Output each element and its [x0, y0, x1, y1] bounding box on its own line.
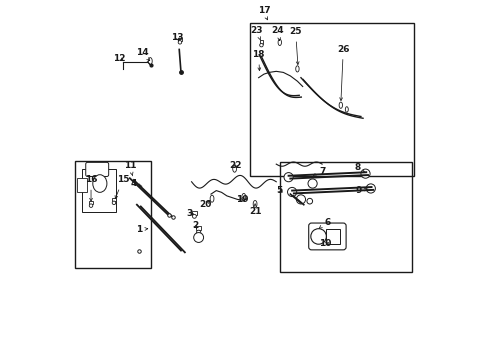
Text: 19: 19 [236, 195, 248, 204]
Circle shape [89, 204, 93, 207]
Text: 6: 6 [319, 218, 330, 228]
Bar [196, 226, 201, 230]
Ellipse shape [93, 175, 107, 192]
Text: 12: 12 [113, 54, 125, 63]
Bar [75, 161, 151, 268]
Ellipse shape [210, 195, 214, 202]
Text: 24: 24 [271, 26, 284, 41]
Circle shape [307, 179, 317, 188]
Text: 2: 2 [192, 221, 198, 230]
Bar [178, 37, 182, 41]
Circle shape [196, 230, 201, 234]
Text: 23: 23 [250, 26, 263, 40]
Circle shape [178, 41, 182, 44]
Text: 10: 10 [319, 239, 331, 248]
Text: 4: 4 [130, 179, 142, 188]
Bar [259, 40, 263, 44]
Ellipse shape [345, 107, 347, 112]
Circle shape [259, 43, 263, 47]
Text: 8: 8 [353, 163, 364, 172]
Text: 15: 15 [115, 175, 129, 198]
Bar [77, 178, 87, 192]
Text: 3: 3 [186, 209, 193, 218]
Ellipse shape [232, 165, 236, 172]
Circle shape [192, 215, 196, 218]
Bar [325, 229, 339, 243]
Circle shape [310, 229, 325, 244]
Ellipse shape [295, 66, 299, 72]
FancyBboxPatch shape [308, 223, 346, 250]
Circle shape [296, 195, 305, 204]
Bar [249, 23, 413, 176]
Bar [279, 162, 411, 272]
Bar [192, 211, 196, 215]
Text: 9: 9 [355, 186, 367, 195]
Bar [89, 201, 93, 204]
Text: 11: 11 [123, 161, 136, 176]
Ellipse shape [148, 58, 152, 64]
Circle shape [112, 201, 116, 204]
Text: 1: 1 [135, 225, 147, 234]
Ellipse shape [278, 39, 281, 45]
Text: 7: 7 [313, 167, 325, 176]
Text: 14: 14 [136, 49, 149, 60]
Text: 5: 5 [276, 186, 283, 195]
Text: 22: 22 [229, 161, 242, 170]
Text: 18: 18 [252, 50, 264, 71]
Text: 17: 17 [257, 6, 270, 15]
Text: 21: 21 [248, 204, 261, 216]
Bar [112, 198, 116, 201]
Circle shape [366, 184, 375, 193]
Circle shape [360, 169, 369, 178]
Bar [82, 170, 116, 212]
Circle shape [284, 172, 293, 182]
Circle shape [287, 188, 296, 197]
FancyBboxPatch shape [85, 162, 108, 176]
Ellipse shape [242, 193, 245, 201]
Text: 16: 16 [84, 175, 97, 201]
Text: 25: 25 [289, 27, 301, 64]
Circle shape [306, 198, 312, 204]
Ellipse shape [253, 201, 257, 207]
Circle shape [193, 233, 203, 242]
Text: 26: 26 [336, 45, 349, 100]
Text: 20: 20 [199, 200, 211, 209]
Text: 13: 13 [171, 33, 183, 42]
Ellipse shape [338, 102, 342, 108]
